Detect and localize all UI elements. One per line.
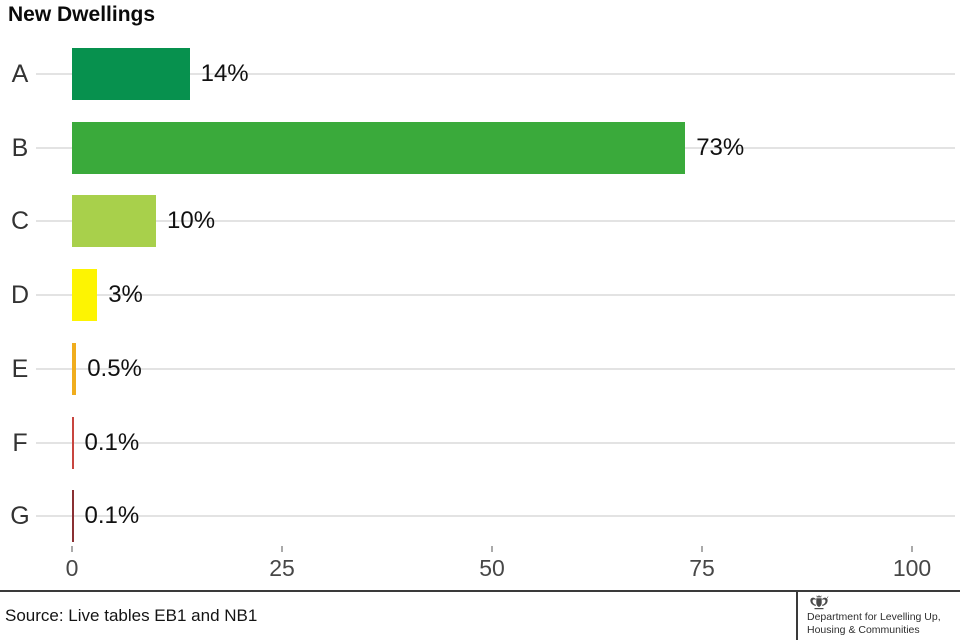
x-axis-tick [281,546,283,552]
category-label: C [10,207,30,236]
x-axis-tick-label: 50 [479,555,505,581]
x-axis-tick [71,546,73,552]
gridline [36,441,955,444]
category-label: E [11,354,29,383]
dept-logo: Department for Levelling Up, Housing & C… [796,592,960,640]
category-label: B [11,133,29,162]
plot-area: A 14% B 73% C 10% D 3% E 0.5% F 0.1% G 0.1% 0 25 50 75 100 [10,48,955,581]
value-label: 73% [696,133,745,161]
chart-title: New Dwellings [8,3,156,26]
x-axis-tick [491,546,493,552]
dept-name-line1: Department for Levelling Up, [807,611,941,623]
value-label: 0.5% [87,354,142,382]
gridline [36,515,955,518]
category-label: F [12,428,28,457]
x-axis-tick-label: 25 [269,555,295,581]
footer: Source: Live tables EB1 and NB1 [0,590,960,640]
bar [72,48,190,100]
x-axis-tick-label: 0 [65,555,79,581]
bar [72,416,74,469]
x-axis-tick-label: 100 [892,555,932,581]
value-label: 3% [108,281,143,309]
bar [72,269,98,322]
bar [72,121,686,174]
gridline [36,367,955,370]
royal-crest-icon [810,595,829,610]
gridline [36,73,955,75]
value-label: 0.1% [84,428,140,456]
bar [72,490,74,543]
category-label: G [10,502,30,531]
source-text: Source: Live tables EB1 and NB1 [5,606,258,625]
value-label: 14% [200,60,249,87]
value-label: 10% [167,207,216,235]
x-axis-tick-label: 75 [689,555,715,581]
x-axis-tick [911,546,913,552]
bar [72,195,156,248]
value-label: 0.1% [84,502,140,530]
category-label: A [11,60,29,88]
gridline [36,220,955,223]
category-label: D [10,281,30,310]
gridline [36,294,955,297]
x-axis-tick [701,546,703,552]
dept-name-line2: Housing & Communities [807,623,920,636]
bar [72,342,77,395]
